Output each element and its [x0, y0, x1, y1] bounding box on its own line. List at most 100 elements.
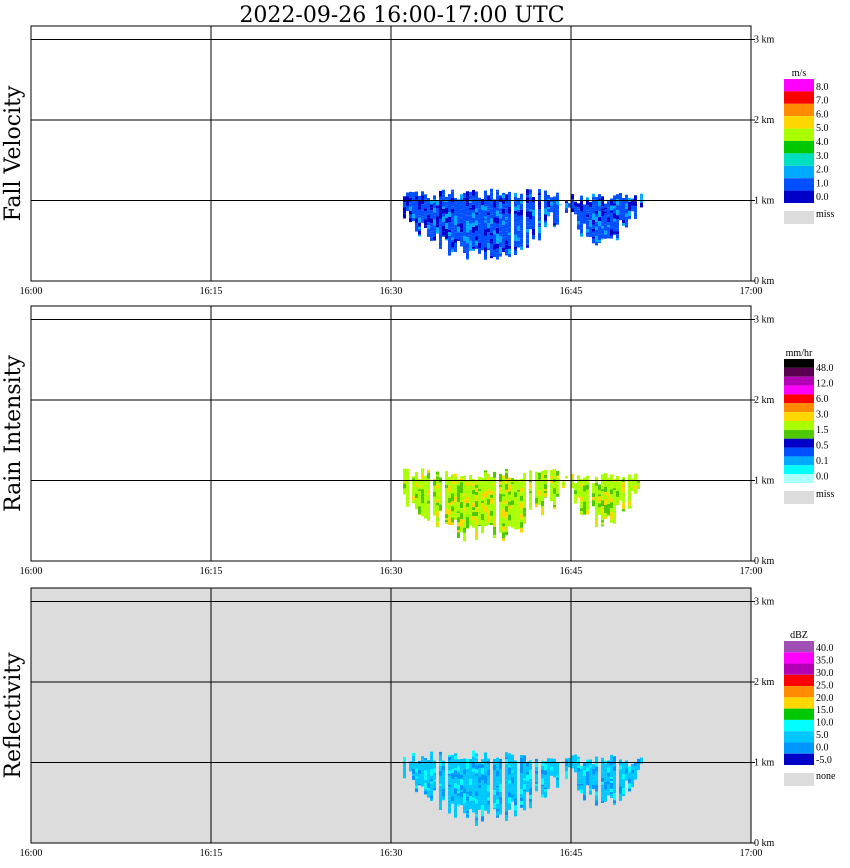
echo-cell	[469, 191, 472, 196]
echo-cell	[556, 493, 559, 497]
echo-cell	[556, 215, 559, 218]
echo-cell	[583, 213, 586, 218]
echo-cell	[496, 811, 499, 816]
echo-cell	[481, 221, 484, 226]
echo-cell	[475, 756, 478, 759]
echo-cell	[478, 482, 481, 489]
legend-label: 15.0	[816, 705, 834, 716]
echo-cell	[565, 203, 568, 209]
echo-cell	[520, 781, 523, 783]
echo-cell	[520, 767, 523, 773]
echo-cell	[589, 230, 592, 236]
echo-cell	[631, 198, 634, 201]
echo-cell	[529, 209, 532, 212]
echo-cell	[628, 495, 631, 502]
echo-cell	[628, 207, 631, 211]
echo-cell	[424, 507, 427, 510]
echo-cell	[607, 508, 610, 515]
echo-cell	[418, 514, 421, 515]
echo-cell	[619, 759, 622, 763]
echo-cell	[526, 771, 529, 775]
x-tick-label: 16:30	[380, 286, 403, 297]
echo-cell	[601, 222, 604, 227]
echo-cell	[547, 758, 550, 765]
echo-cell	[514, 788, 517, 793]
echo-cell	[592, 483, 595, 486]
echo-cell	[553, 223, 556, 226]
echo-cell	[409, 766, 412, 772]
echo-cell	[583, 780, 586, 785]
echo-cell	[544, 784, 547, 788]
echo-cell	[463, 793, 466, 799]
echo-cell	[406, 480, 409, 485]
echo-cell	[622, 208, 625, 210]
echo-cell	[454, 211, 457, 216]
echo-cell	[517, 234, 520, 238]
echo-cell	[472, 750, 475, 755]
echo-cell	[424, 208, 427, 212]
echo-cell	[535, 775, 538, 782]
echo-cell	[412, 500, 415, 504]
echo-cell	[619, 495, 622, 498]
echo-cell	[445, 477, 448, 483]
echo-cell	[556, 204, 559, 210]
echo-cell	[457, 502, 460, 505]
echo-cell	[484, 805, 487, 810]
echo-cell	[430, 795, 433, 799]
echo-cell	[466, 206, 469, 212]
echo-cell	[418, 230, 421, 235]
echo-cell	[457, 524, 460, 527]
echo-cell	[490, 482, 493, 487]
echo-cell	[523, 492, 526, 498]
echo-cell	[490, 235, 493, 239]
echo-cell	[445, 522, 448, 524]
echo-cell	[613, 508, 616, 514]
echo-cell	[514, 484, 517, 489]
echo-cell	[496, 808, 499, 812]
echo-cell	[514, 509, 517, 514]
echo-cell	[589, 767, 592, 772]
echo-cell	[502, 511, 505, 518]
echo-cell	[490, 212, 493, 215]
echo-cell	[430, 769, 433, 773]
echo-cell	[511, 797, 514, 802]
echo-cell	[520, 805, 523, 808]
echo-cell	[460, 194, 463, 200]
echo-cell	[601, 764, 604, 771]
echo-cell	[604, 497, 607, 499]
echo-cell	[436, 484, 439, 489]
echo-cell	[481, 764, 484, 769]
echo-cell	[538, 490, 541, 496]
echo-cell	[409, 217, 412, 223]
echo-cell	[451, 222, 454, 228]
echo-cell	[499, 255, 502, 257]
echo-cell	[484, 775, 487, 782]
echo-cell	[487, 804, 490, 808]
echo-cell	[415, 472, 418, 476]
echo-cell	[577, 207, 580, 210]
echo-cell	[583, 496, 586, 502]
echo-cell	[508, 234, 511, 239]
echo-cell	[535, 766, 538, 771]
echo-cell	[607, 217, 610, 223]
echo-cell	[433, 779, 436, 782]
echo-cell	[595, 789, 598, 792]
echo-cell	[496, 195, 499, 201]
echo-cell	[508, 756, 511, 760]
echo-cell	[457, 785, 460, 790]
echo-cell	[442, 776, 445, 781]
echo-cell	[469, 240, 472, 245]
echo-cell	[520, 193, 523, 200]
legend-swatch	[784, 429, 814, 439]
echo-cell	[484, 480, 487, 487]
echo-cell	[445, 217, 448, 223]
echo-cell	[463, 803, 466, 806]
echo-cell	[451, 779, 454, 784]
echo-cell	[475, 492, 478, 495]
echo-cell	[514, 222, 517, 226]
echo-cell	[550, 478, 553, 481]
echo-cell	[436, 205, 439, 209]
echo-cell	[421, 767, 424, 772]
echo-cell	[595, 476, 598, 483]
echo-cell	[478, 524, 481, 526]
